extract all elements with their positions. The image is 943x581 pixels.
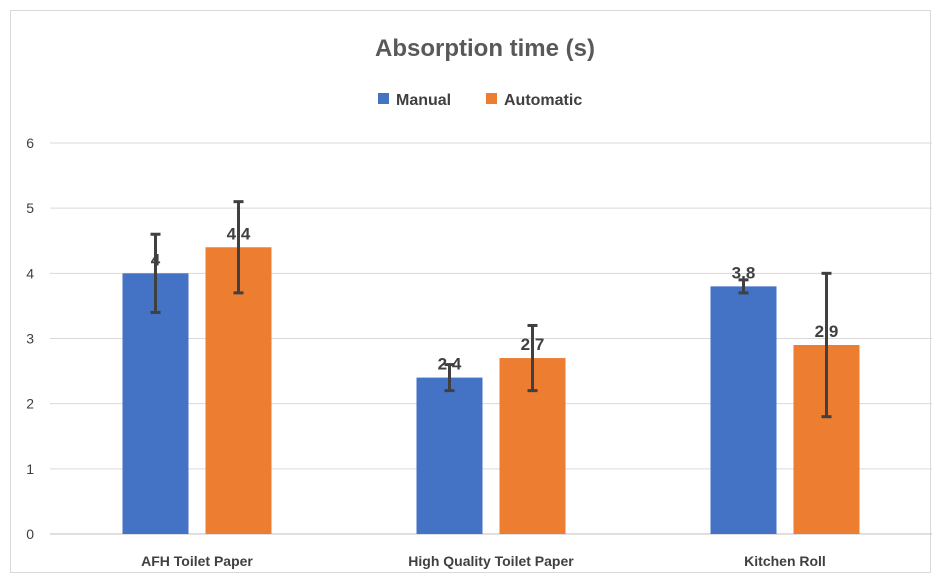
x-category-label: High Quality Toilet Paper (408, 553, 574, 569)
bar-manual-1 (416, 377, 483, 534)
y-tick-label: 2 (26, 396, 34, 412)
y-tick-label: 4 (26, 265, 34, 281)
x-category-label: AFH Toilet Paper (141, 553, 253, 569)
error-bars (150, 200, 832, 419)
error-bar-manual-2 (738, 278, 749, 295)
data-label-automatic-0: 4,4 (227, 224, 251, 243)
legend-swatch-automatic (486, 93, 497, 104)
legend: Manual Automatic (378, 92, 582, 109)
data-label-automatic-1: 2,7 (521, 335, 545, 354)
error-bar-automatic-0 (233, 200, 244, 295)
error-bar-manual-0 (150, 232, 161, 314)
y-tick-label: 5 (26, 200, 34, 216)
data-label-manual-1: 2,4 (438, 355, 462, 374)
error-bar-manual-1 (444, 363, 455, 393)
data-label-automatic-2: 2,9 (815, 322, 839, 341)
legend-label-automatic: Automatic (504, 92, 582, 109)
y-tick-label: 0 (26, 526, 34, 542)
data-label-manual-2: 3,8 (732, 263, 756, 282)
data-labels: 4 4,4 2,4 2,7 3,8 2,9 (151, 224, 839, 373)
bar-manual-2 (710, 286, 777, 534)
y-tick-label: 6 (26, 135, 34, 151)
legend-label-manual: Manual (396, 92, 451, 109)
gridlines (50, 142, 932, 535)
data-label-manual-0: 4 (151, 250, 161, 269)
error-bar-automatic-1 (527, 323, 538, 393)
bars (122, 247, 860, 534)
x-category-label: Kitchen Roll (744, 553, 826, 569)
chart-title: Absorption time (s) (375, 35, 595, 62)
error-bar-automatic-2 (821, 271, 832, 419)
legend-swatch-manual (378, 93, 389, 104)
y-tick-label: 1 (26, 461, 34, 477)
bar-manual-0 (122, 273, 189, 534)
y-axis-ticks: 0 1 2 3 4 5 6 (26, 135, 34, 542)
x-axis-categories: AFH Toilet Paper High Quality Toilet Pape… (141, 553, 826, 569)
y-tick-label: 3 (26, 331, 34, 347)
bar-automatic-0 (205, 247, 272, 534)
